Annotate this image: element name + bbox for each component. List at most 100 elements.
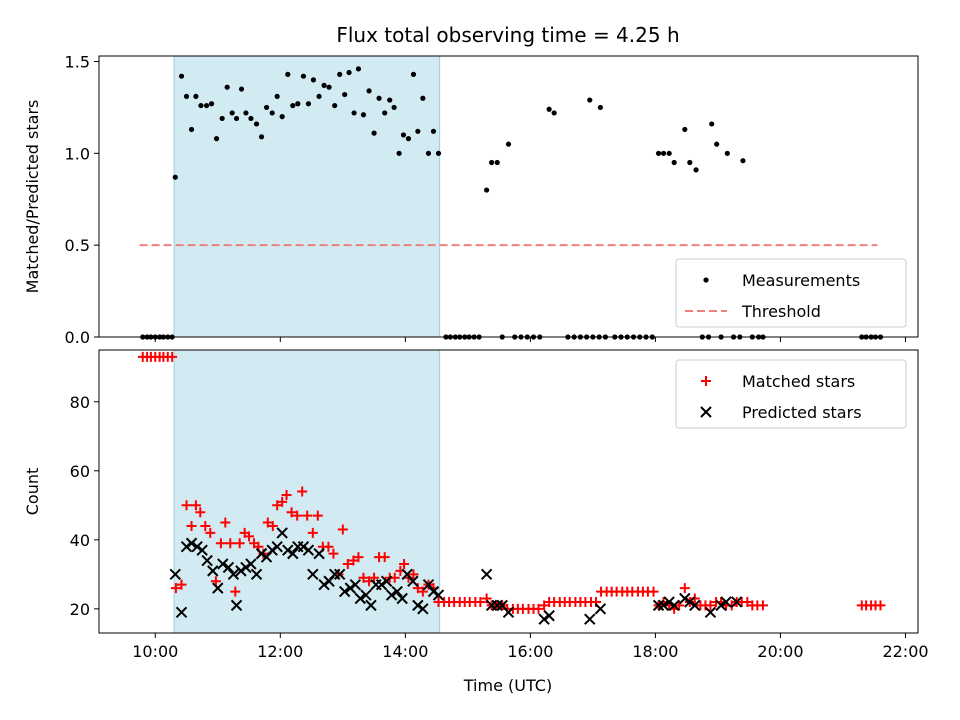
data-point [652,599,665,612]
data-point [191,541,203,553]
data-point [292,510,303,521]
y-tick-label: 40 [70,531,90,550]
data-point [201,554,213,567]
x-tick-label: 18:00 [632,642,678,661]
data-point [267,521,278,532]
data-point [742,596,753,607]
data-point [380,575,393,587]
x-tick-label: 14:00 [382,642,428,661]
data-point [715,599,727,612]
data-point [365,599,377,612]
data-point [668,599,680,612]
data-point [348,555,359,566]
data-point [432,589,445,601]
data-point [396,592,408,605]
data-point [185,537,198,549]
data-point [307,527,318,538]
data-point [332,102,338,109]
data-point [220,517,231,528]
data-point [229,110,235,116]
data-point [705,600,716,611]
data-point [360,589,372,601]
data-point [244,531,255,542]
data-point [689,593,700,604]
data-point [290,102,296,109]
data-point [212,582,224,594]
data-point [353,552,364,563]
data-point [272,500,283,511]
data-point [679,583,690,594]
x-tick-label: 12:00 [257,642,303,661]
data-point [684,596,696,608]
data-point [687,159,693,166]
y-axis-label: Matched/Predicted stars [23,100,42,294]
data-point [480,568,493,581]
data-point [235,565,247,577]
data-point [208,101,215,107]
data-point [222,561,235,574]
data-point [657,599,670,612]
data-point [740,158,746,164]
data-point [276,527,288,539]
observing-window-band [173,55,441,338]
top-panel: 0.0 0.5 1.0 1.5 Matched/Predicted stars Measu… [23,53,919,347]
data-point [543,610,555,622]
data-point [300,73,307,79]
data-point [505,141,512,147]
x-axis-label: Time (UTC) [463,676,552,695]
data-point [720,596,732,608]
data-point [193,93,199,100]
data-point [379,552,390,563]
y-tick-label: 1.5 [65,53,90,72]
data-point [396,150,402,156]
legend-entry: Matched stars [742,372,855,391]
data-point [271,541,283,553]
data-point [186,521,197,532]
data-point [422,578,435,591]
data-point [730,596,743,608]
data-point [183,93,190,100]
x-tick-label: 16:00 [507,642,553,661]
data-point [387,97,393,103]
data-point [297,486,308,497]
data-point [295,101,301,107]
data-point [230,599,243,612]
data-point [250,568,263,581]
data-point [178,73,185,79]
data-point [412,583,423,594]
data-point [660,150,667,156]
data-point [546,106,552,112]
data-point [313,547,325,560]
data-point [405,136,412,142]
data-point [240,561,252,574]
data-point [693,167,699,173]
data-point [417,603,429,615]
data-point [195,507,206,518]
data-point [355,66,362,72]
data-point [679,592,691,605]
data-point [408,569,419,580]
data-point [714,141,720,147]
data-point [227,568,240,581]
data-point [274,93,280,100]
data-point [430,128,437,134]
bottom-panel: 20 40 60 80 10:00 12:00 14:00 16:00 18:00 20:00 22… [23,349,929,661]
y-tick-label: 80 [70,393,90,412]
data-point [425,150,432,156]
data-point [207,565,219,577]
data-point [305,101,312,107]
y-tick-label: 0.5 [65,236,90,255]
data-point [349,578,362,591]
y-axis-label: Count [23,468,42,516]
data-point [210,576,221,587]
data-point [245,558,257,570]
data-point [215,538,226,549]
data-point [323,541,334,552]
data-point [287,547,299,560]
data-point [489,159,495,166]
data-point [258,134,265,140]
plot-frame [98,55,919,338]
data-point [484,187,490,193]
data-point [333,568,346,581]
